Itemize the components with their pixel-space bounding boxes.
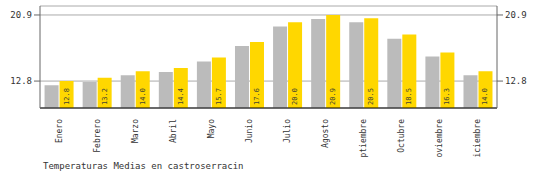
svg-text:20.9: 20.9 [505, 10, 527, 20]
svg-text:20.9: 20.9 [329, 88, 337, 105]
svg-text:Agosto: Agosto [321, 119, 330, 148]
svg-text:Mayo: Mayo [207, 119, 216, 138]
svg-text:Marzo: Marzo [131, 119, 140, 143]
svg-text:12.8: 12.8 [10, 76, 32, 86]
svg-text:13.2: 13.2 [101, 88, 109, 105]
svg-text:Enero: Enero [55, 119, 64, 143]
svg-text:20.0: 20.0 [291, 88, 299, 105]
svg-text:Julio: Julio [283, 119, 292, 143]
svg-text:16.3: 16.3 [443, 88, 451, 105]
svg-text:14.0: 14.0 [139, 88, 147, 105]
svg-text:20.5: 20.5 [367, 88, 375, 105]
svg-text:Abril: Abril [169, 119, 178, 143]
svg-text:14.0: 14.0 [481, 88, 489, 105]
svg-text:12.8: 12.8 [63, 88, 71, 105]
svg-text:18.5: 18.5 [405, 88, 413, 105]
svg-text:17.6: 17.6 [253, 88, 261, 105]
svg-text:Febrero: Febrero [93, 119, 102, 153]
svg-text:Septiembre: Septiembre [359, 119, 368, 158]
svg-text:Junio: Junio [245, 119, 254, 143]
svg-text:12.8: 12.8 [505, 76, 527, 86]
html-text:Temperaturas Medias en castros: Temperaturas Medias en castroserracin [43, 161, 244, 171]
svg-text:20.9: 20.9 [10, 10, 32, 20]
svg-text:Diciembre: Diciembre [473, 119, 482, 158]
svg-text:15.7: 15.7 [215, 88, 223, 105]
svg-text:14.4: 14.4 [177, 88, 185, 105]
svg-text:Noviembre: Noviembre [435, 119, 444, 158]
svg-text:Octubre: Octubre [397, 119, 406, 153]
